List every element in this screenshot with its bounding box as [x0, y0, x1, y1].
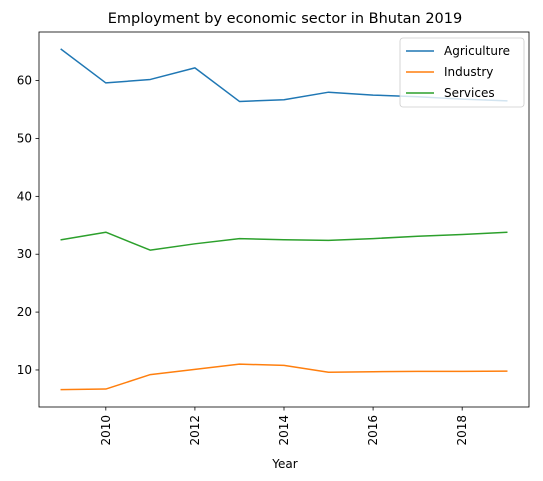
x-axis-label: Year — [271, 457, 297, 471]
y-tick-label: 10 — [17, 363, 32, 377]
axes-layer: 10 20 30 40 50 60 2010 2012 2014 2016 2018 — [17, 31, 530, 446]
x-tick-label: 2016 — [366, 415, 380, 446]
legend-label-agriculture: Agriculture — [444, 44, 510, 58]
x-tick-label: 2012 — [188, 415, 202, 446]
x-tick-label: 2010 — [99, 415, 113, 446]
chart-title: Employment by economic sector in Bhutan … — [108, 11, 462, 27]
y-tick-label: 60 — [17, 74, 32, 88]
y-tick-label: 20 — [17, 305, 32, 319]
y-tick-label: 40 — [17, 189, 32, 203]
series-line-services — [60, 231, 508, 251]
series-line-industry — [60, 363, 508, 391]
x-tick-label: 2018 — [455, 415, 469, 446]
legend: Agriculture Industry Services — [399, 37, 525, 108]
x-tick-label: 2014 — [277, 415, 291, 446]
legend-box — [399, 37, 525, 108]
y-tick-label: 30 — [17, 247, 32, 261]
legend-label-services: Services — [444, 86, 495, 100]
y-tick-label: 50 — [17, 131, 32, 145]
legend-label-industry: Industry — [444, 65, 493, 79]
